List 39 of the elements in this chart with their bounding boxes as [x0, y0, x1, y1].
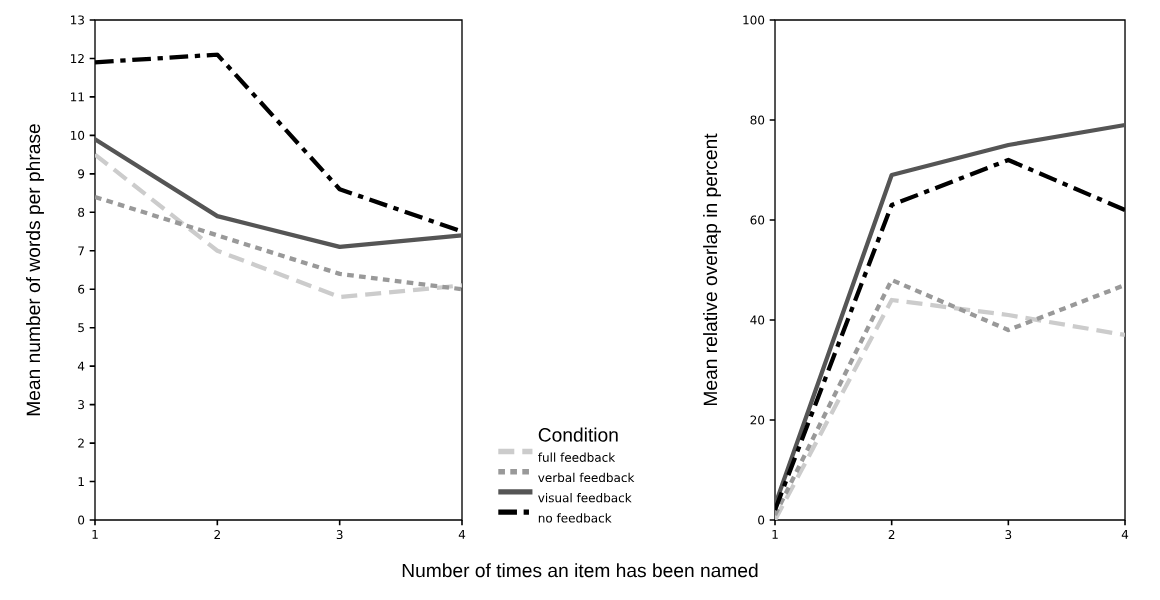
legend-label: visual feedback [538, 493, 632, 503]
y-tick-label: 3 [78, 400, 84, 410]
y-tick-label: 60 [750, 215, 765, 225]
x-tick-label: 4 [1121, 530, 1129, 539]
y-tick-label: 5 [78, 323, 84, 333]
y-axis-title: Mean relative overlap in percent [703, 133, 721, 406]
x-tick-label: 3 [336, 530, 343, 540]
y-tick-label: 1 [78, 477, 84, 486]
legend-label: verbal feedback [538, 472, 635, 483]
x-tick-label: 3 [1005, 530, 1012, 540]
y-tick-label: 9 [78, 169, 85, 179]
x-tick-label: 2 [888, 530, 895, 539]
x-tick-label: 1 [92, 530, 98, 539]
y-tick-label: 40 [750, 315, 765, 325]
line-series [95, 194, 462, 292]
y-axis-title: Mean number of words per phrase [26, 124, 44, 416]
legend-label: no feedback [538, 513, 612, 523]
x-tick-label: 1 [772, 530, 778, 539]
y-tick-label: 7 [78, 246, 84, 256]
y-tick-label: 100 [743, 15, 765, 25]
y-tick-label: 2 [78, 438, 84, 448]
y-tick-label: 0 [758, 515, 765, 525]
y-tick-label: 0 [78, 515, 85, 525]
legend-label: full feedback [538, 452, 616, 462]
x-tick-label: 2 [214, 530, 220, 539]
legend-title: Condition [538, 427, 618, 442]
y-tick-label: 6 [78, 284, 85, 294]
y-tick-label: 10 [71, 130, 85, 140]
line-series [95, 152, 462, 300]
x-tick-label: 4 [458, 530, 466, 539]
y-tick-label: 80 [750, 115, 765, 125]
y-tick-label: 8 [78, 207, 85, 217]
y-tick-label: 13 [71, 15, 84, 25]
line-series [95, 137, 462, 250]
y-tick-label: 4 [77, 361, 85, 371]
y-tick-label: 20 [750, 415, 765, 425]
x-axis-title: Number of times an item has been named [402, 563, 758, 578]
y-tick-label: 11 [71, 92, 84, 102]
y-tick-label: 12 [71, 54, 84, 63]
